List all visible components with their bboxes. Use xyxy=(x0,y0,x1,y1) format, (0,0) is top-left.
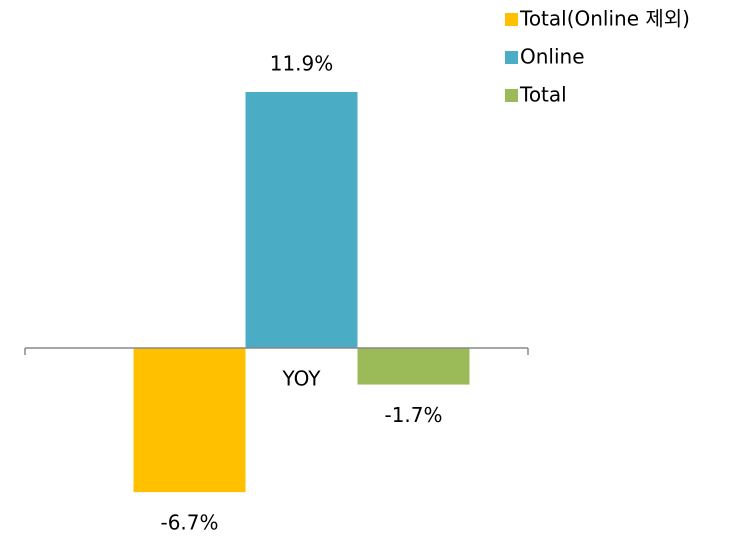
bar xyxy=(357,348,470,385)
value-label: -1.7% xyxy=(384,403,442,427)
legend-label: Total xyxy=(519,83,567,107)
bar xyxy=(245,92,358,348)
legend-label: Online xyxy=(520,45,585,69)
legend-swatch xyxy=(505,13,518,26)
legend-label: Total(Online 제외) xyxy=(519,7,690,31)
legend-swatch xyxy=(505,89,518,102)
legend-swatch xyxy=(505,51,518,64)
x-tick-label: YOY xyxy=(282,367,322,391)
value-label: -6.7% xyxy=(160,511,218,535)
bar xyxy=(133,348,246,493)
value-label: 11.9% xyxy=(270,52,334,76)
